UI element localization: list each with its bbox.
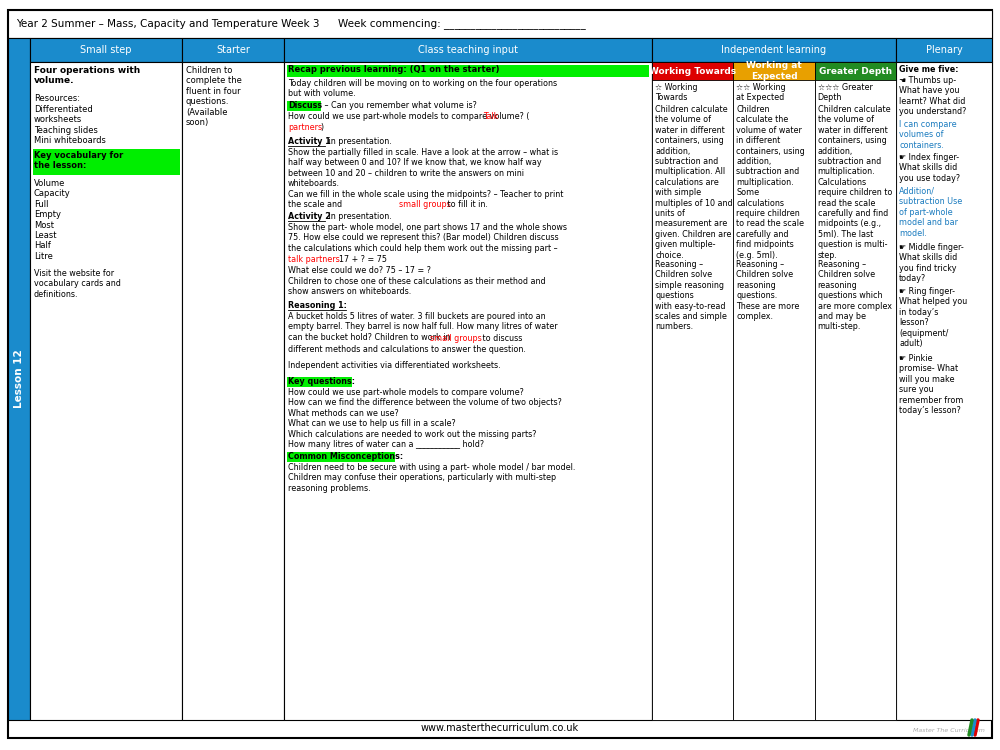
Text: Master The Curriculum: Master The Curriculum xyxy=(913,728,985,733)
Text: Children need to be secure with using a part- whole model / bar model.
Children : Children need to be secure with using a … xyxy=(288,463,575,493)
Text: Give me five:: Give me five: xyxy=(899,65,958,74)
Bar xyxy=(284,62,652,720)
Text: Working Towards: Working Towards xyxy=(649,67,736,76)
Text: Show the partially filled in scale. Have a look at the arrow – what is
half way : Show the partially filled in scale. Have… xyxy=(288,148,558,188)
Text: Volume
Capacity
Full
Empty
Most
Least
Half
Litre: Volume Capacity Full Empty Most Least Ha… xyxy=(34,179,71,261)
Bar xyxy=(896,62,992,720)
Text: Can we fill in the whole scale using the midpoints? – Teacher to print
the scale: Can we fill in the whole scale using the… xyxy=(288,190,563,209)
Text: www.masterthecurriculum.co.uk: www.masterthecurriculum.co.uk xyxy=(421,723,579,733)
Text: Year 2 Summer – Mass, Capacity and Temperature Week 3: Year 2 Summer – Mass, Capacity and Tempe… xyxy=(16,19,320,29)
Bar xyxy=(8,10,992,38)
Text: How could we use part-whole models to compare volume? (: How could we use part-whole models to co… xyxy=(288,112,529,121)
Text: in presentation.: in presentation. xyxy=(326,212,392,221)
Text: Key questions:: Key questions: xyxy=(288,377,355,386)
Text: Recap previous learning: (Q1 on the starter): Recap previous learning: (Q1 on the star… xyxy=(288,65,500,74)
Text: Children calculate
the volume of
water in different
containers, using
addition,
: Children calculate the volume of water i… xyxy=(818,105,892,260)
Text: Small step: Small step xyxy=(80,45,132,55)
Bar xyxy=(815,62,896,720)
Text: to discuss: to discuss xyxy=(480,334,522,343)
Text: A bucket holds 5 litres of water. 3 fill buckets are poured into an
empty barrel: A bucket holds 5 litres of water. 3 fill… xyxy=(288,312,558,342)
Text: Class teaching input: Class teaching input xyxy=(418,45,518,55)
Text: Reasoning –
Children solve
simple reasoning
questions
with easy-to-read
scales a: Reasoning – Children solve simple reason… xyxy=(655,260,727,332)
Bar xyxy=(652,62,733,80)
Text: ☆☆ Working
at Expected: ☆☆ Working at Expected xyxy=(736,83,786,103)
Text: ☚ Thumbs up-
What have you
learnt? What did
you understand?: ☚ Thumbs up- What have you learnt? What … xyxy=(899,76,966,116)
Text: Children to
complete the
fluent in four
questions.
(Available
soon): Children to complete the fluent in four … xyxy=(186,66,242,127)
Bar xyxy=(8,38,30,720)
Text: partners: partners xyxy=(288,123,322,132)
Text: Lesson 12: Lesson 12 xyxy=(14,350,24,408)
Bar xyxy=(815,62,896,80)
Bar xyxy=(287,377,352,387)
Text: ☛ Pinkie
promise- What
will you make
sure you
remember from
today’s lesson?: ☛ Pinkie promise- What will you make sur… xyxy=(899,354,963,415)
Text: Children calculate
the volume of
water in different
containers, using
addition,
: Children calculate the volume of water i… xyxy=(655,105,733,260)
Text: ☛ Middle finger-
What skills did
you find tricky
today?: ☛ Middle finger- What skills did you fin… xyxy=(899,243,964,284)
Text: Four operations with
volume.: Four operations with volume. xyxy=(34,66,140,86)
Text: ☛ Index finger-
What skills did
you use today?: ☛ Index finger- What skills did you use … xyxy=(899,153,960,183)
Text: Activity 2: Activity 2 xyxy=(288,212,331,221)
Text: talk partners.: talk partners. xyxy=(288,255,345,264)
Text: Children
calculate the
volume of water
in different
containers, using
addition,
: Children calculate the volume of water i… xyxy=(736,105,805,260)
Bar xyxy=(652,62,733,720)
Bar xyxy=(733,62,815,80)
Text: Key vocabulary for
the lesson:: Key vocabulary for the lesson: xyxy=(34,151,123,170)
Text: to fill it in.: to fill it in. xyxy=(445,200,488,209)
Text: Independent learning: Independent learning xyxy=(721,45,827,55)
Bar xyxy=(284,38,652,62)
Text: Independent activities via differentiated worksheets.: Independent activities via differentiate… xyxy=(288,361,501,370)
Text: ☆ Working
Towards: ☆ Working Towards xyxy=(655,83,698,103)
Text: – Can you remember what volume is?: – Can you remember what volume is? xyxy=(322,101,477,110)
Bar xyxy=(182,62,284,720)
Bar xyxy=(287,452,395,462)
Text: Working at
Expected: Working at Expected xyxy=(746,62,802,81)
Bar xyxy=(287,101,321,111)
Bar xyxy=(652,38,896,62)
Text: Visit the website for
vocabulary cards and
definitions.: Visit the website for vocabulary cards a… xyxy=(34,269,121,298)
Text: in presentation.: in presentation. xyxy=(326,137,392,146)
Text: Resources:: Resources: xyxy=(34,94,80,103)
Text: 17 + ? = 75: 17 + ? = 75 xyxy=(339,255,387,264)
Bar xyxy=(287,65,649,77)
Text: Discuss: Discuss xyxy=(288,101,322,110)
Bar xyxy=(30,38,182,62)
Text: Reasoning 1:: Reasoning 1: xyxy=(288,301,347,310)
Text: Greater Depth: Greater Depth xyxy=(819,67,892,76)
Text: Starter: Starter xyxy=(216,45,250,55)
Text: What else could we do? 75 – 17 = ?: What else could we do? 75 – 17 = ? xyxy=(288,266,431,275)
Text: Week commencing: ___________________________: Week commencing: _______________________… xyxy=(338,19,586,29)
Text: Talk: Talk xyxy=(483,112,498,121)
Text: Reasoning –
Children solve
reasoning
questions which
are more complex
and may be: Reasoning – Children solve reasoning que… xyxy=(818,260,892,332)
Bar xyxy=(33,149,180,175)
Bar xyxy=(896,38,992,62)
Text: small groups: small groups xyxy=(399,200,451,209)
Text: Addition/
subtraction Use
of part-whole
model and bar
model.: Addition/ subtraction Use of part-whole … xyxy=(899,187,962,238)
Text: Today children will be moving on to working on the four operations
but with volu: Today children will be moving on to work… xyxy=(288,79,557,98)
Text: Plenary: Plenary xyxy=(926,45,962,55)
Text: I can compare
volumes of
containers.: I can compare volumes of containers. xyxy=(899,120,957,150)
Text: Common Misconceptions:: Common Misconceptions: xyxy=(288,452,403,461)
Text: ☆☆☆ Greater
Depth: ☆☆☆ Greater Depth xyxy=(818,83,873,103)
Bar xyxy=(30,62,182,720)
Text: How could we use part-whole models to compare volume?
How can we find the differ: How could we use part-whole models to co… xyxy=(288,388,562,449)
Text: ): ) xyxy=(320,123,323,132)
Text: Reasoning –
Children solve
reasoning
questions.
These are more
complex.: Reasoning – Children solve reasoning que… xyxy=(736,260,800,321)
Text: Children to chose one of these calculations as their method and
show answers on : Children to chose one of these calculati… xyxy=(288,277,546,296)
Text: different methods and calculations to answer the question.: different methods and calculations to an… xyxy=(288,345,526,354)
Text: ☛ Ring finger-
What helped you
in today’s
lesson?
(equipment/
adult): ☛ Ring finger- What helped you in today’… xyxy=(899,287,967,348)
Bar xyxy=(652,62,896,720)
Text: Show the part- whole model, one part shows 17 and the whole shows
75. How else c: Show the part- whole model, one part sho… xyxy=(288,223,567,263)
Text: Activity 1: Activity 1 xyxy=(288,137,331,146)
Bar xyxy=(733,62,815,720)
Text: small groups: small groups xyxy=(430,334,482,343)
Text: Differentiated
worksheets
Teaching slides
Mini whiteboards: Differentiated worksheets Teaching slide… xyxy=(34,105,106,146)
Bar xyxy=(182,38,284,62)
